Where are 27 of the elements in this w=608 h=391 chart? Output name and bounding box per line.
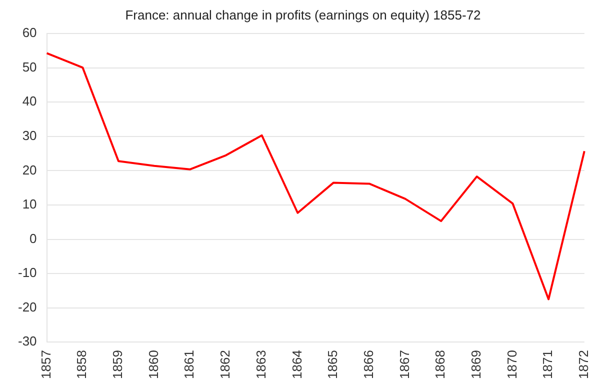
y-tick-label: -10: [18, 265, 37, 280]
y-tick-label: 20: [22, 162, 37, 178]
x-tick-label: 1858: [74, 350, 90, 379]
x-tick-label: 1862: [218, 350, 233, 379]
x-tick-label: 1864: [289, 350, 304, 379]
y-tick-label: 40: [22, 94, 37, 109]
x-tick-label: 1866: [360, 350, 376, 379]
x-tick-label: 1859: [110, 350, 126, 379]
chart-title: France: annual change in profits (earnings on equity) 1855-72: [125, 7, 481, 22]
y-tick-label: 30: [22, 128, 37, 144]
y-tick-label: -30: [18, 334, 37, 349]
x-tick-label: 1863: [253, 350, 268, 379]
x-tick-label: 1857: [38, 350, 54, 379]
x-tick-label: 1871: [540, 350, 556, 379]
y-tick-label: 10: [22, 196, 37, 212]
x-tick-label: 1872: [576, 350, 591, 379]
x-tick-label: 1861: [182, 350, 197, 379]
x-tick-label: 1860: [146, 350, 161, 379]
x-tick-label: 1870: [504, 350, 520, 379]
x-tick-label: 1869: [468, 350, 484, 379]
y-tick-label: 0: [30, 230, 37, 246]
y-tick-label: -20: [18, 299, 37, 314]
y-tick-label: 50: [22, 59, 37, 74]
x-tick-label: 1867: [396, 350, 412, 379]
x-tick-label: 1868: [432, 350, 448, 379]
x-tick-label: 1865: [325, 350, 340, 379]
y-tick-label: 60: [22, 25, 37, 40]
